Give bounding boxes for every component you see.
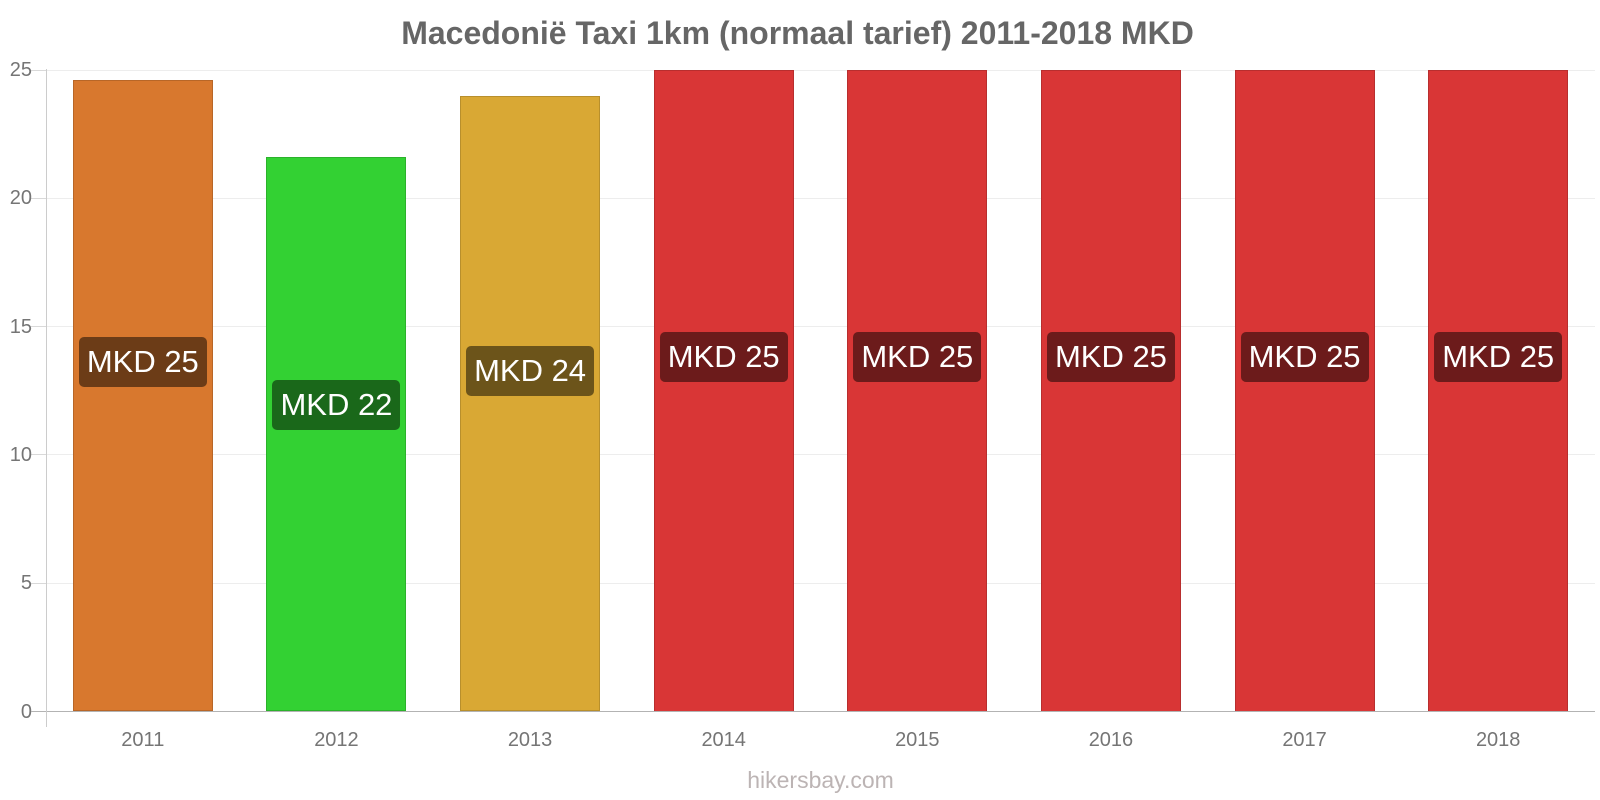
x-tick-label-2014: 2014 bbox=[701, 729, 746, 751]
y-tick-mark-20 bbox=[31, 197, 46, 199]
y-tick-label-20: 20 bbox=[9, 187, 32, 210]
y-tick-mark-5 bbox=[31, 582, 46, 584]
gridline-25 bbox=[46, 69, 1595, 71]
bar-2015 bbox=[847, 70, 988, 712]
bar-value-label-2012: MKD 22 bbox=[272, 379, 401, 430]
y-tick-mark-10 bbox=[31, 454, 46, 456]
y-tick-label-5: 5 bbox=[20, 572, 32, 595]
bar-value-label-2018: MKD 25 bbox=[1434, 331, 1563, 382]
x-tick-label-2016: 2016 bbox=[1088, 729, 1134, 751]
bar-2012 bbox=[266, 157, 407, 712]
bar-value-label-2011: MKD 25 bbox=[78, 337, 207, 388]
x-tick-label-2018: 2018 bbox=[1475, 729, 1521, 751]
x-tick-label-2013: 2013 bbox=[507, 729, 553, 751]
bar-2011 bbox=[72, 80, 213, 712]
y-axis-line bbox=[45, 69, 47, 727]
bar-value-label-2014: MKD 25 bbox=[659, 331, 788, 382]
y-tick-label-10: 10 bbox=[9, 443, 32, 466]
bar-value-label-2013: MKD 24 bbox=[466, 345, 595, 396]
bar-2013 bbox=[460, 95, 601, 712]
bar-2018 bbox=[1428, 70, 1569, 712]
bar-2016 bbox=[1040, 70, 1181, 712]
y-tick-label-0: 0 bbox=[20, 700, 32, 723]
bar-2014 bbox=[653, 70, 794, 712]
gridline-20 bbox=[46, 197, 1595, 199]
y-tick-mark-15 bbox=[31, 326, 46, 328]
y-tick-label-15: 15 bbox=[9, 315, 32, 338]
gridline-5 bbox=[46, 582, 1595, 584]
x-tick-label-2015: 2015 bbox=[895, 729, 940, 751]
x-tick-label-2017: 2017 bbox=[1282, 729, 1327, 751]
bar-value-label-2017: MKD 25 bbox=[1240, 331, 1369, 382]
watermark: hikersbay.com bbox=[747, 767, 894, 793]
bar-value-label-2016: MKD 25 bbox=[1046, 331, 1175, 382]
bar-value-label-2015: MKD 25 bbox=[853, 331, 982, 382]
chart-title: Macedonië Taxi 1km (normaal tarief) 2011… bbox=[401, 15, 1194, 51]
x-tick-label-2011: 2011 bbox=[121, 729, 165, 751]
gridline-15 bbox=[46, 326, 1595, 328]
gridline-10 bbox=[46, 454, 1595, 456]
bar-2017 bbox=[1234, 70, 1375, 712]
y-tick-mark-25 bbox=[31, 69, 46, 71]
x-axis-baseline bbox=[31, 711, 1595, 712]
x-tick-label-2012: 2012 bbox=[314, 729, 359, 751]
y-tick-label-25: 25 bbox=[9, 59, 32, 81]
